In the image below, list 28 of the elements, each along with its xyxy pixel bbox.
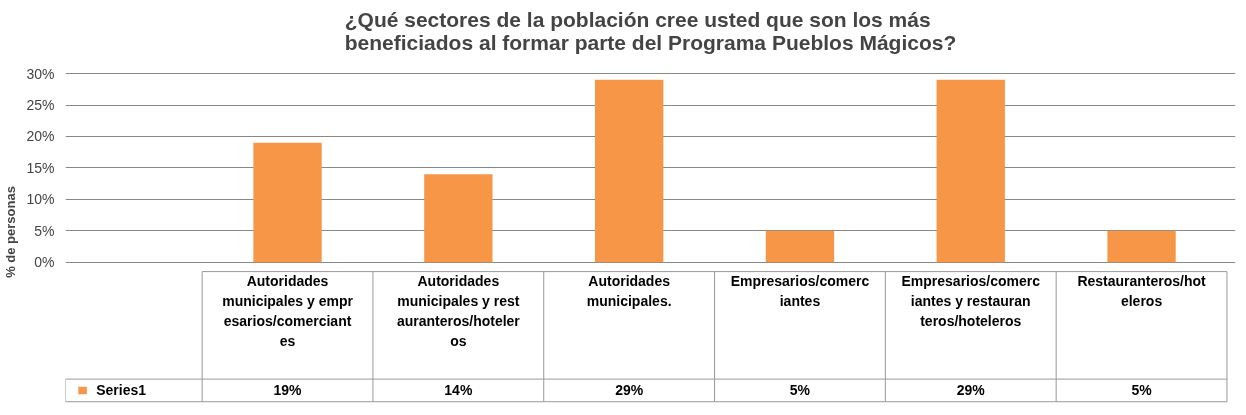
y-tick-label: 5%: [34, 222, 55, 239]
legend-label: Series1: [96, 382, 147, 399]
data-label: 29%: [956, 382, 986, 399]
data-label: 5%: [789, 382, 811, 399]
chart-title: ¿Qué sectores de la población cree usted que son los más beneficiados al formar parte del Programa Pueblos Mágicos?: [344, 7, 957, 54]
y-tick-label: 0%: [34, 254, 55, 271]
bar: [253, 142, 322, 263]
x-tick-label: Restauranteros/hoteleros: [1077, 273, 1207, 310]
bar: [765, 230, 835, 263]
y-axis-title: % de personas: [3, 186, 19, 278]
y-tick-label: 20%: [26, 128, 55, 145]
y-tick-label: 10%: [26, 191, 55, 208]
x-tick-label: Empresarios/comerciantes: [730, 273, 870, 310]
y-tick-label: 30%: [26, 65, 55, 82]
data-label: 14%: [444, 382, 473, 399]
x-tick-label: Autoridades municipales.: [586, 273, 672, 310]
x-tick-label: Empresarios/comerciantes y restauranteros/hoteleros: [901, 273, 1041, 330]
data-label: 29%: [615, 382, 644, 399]
bar: [1107, 230, 1176, 263]
bar: [936, 79, 1005, 263]
x-tick-label: Autoridades municipales y restauranteros/hoteleros: [396, 273, 521, 350]
bar: [594, 79, 664, 263]
bar: [424, 174, 493, 263]
data-label: 5%: [1131, 382, 1153, 399]
y-tick-label: 15%: [26, 159, 55, 176]
y-tick-label: 25%: [26, 97, 55, 114]
data-label: 19%: [273, 382, 303, 399]
x-tick-label: Autoridades municipales y empresarios/comerciantes: [222, 273, 354, 350]
